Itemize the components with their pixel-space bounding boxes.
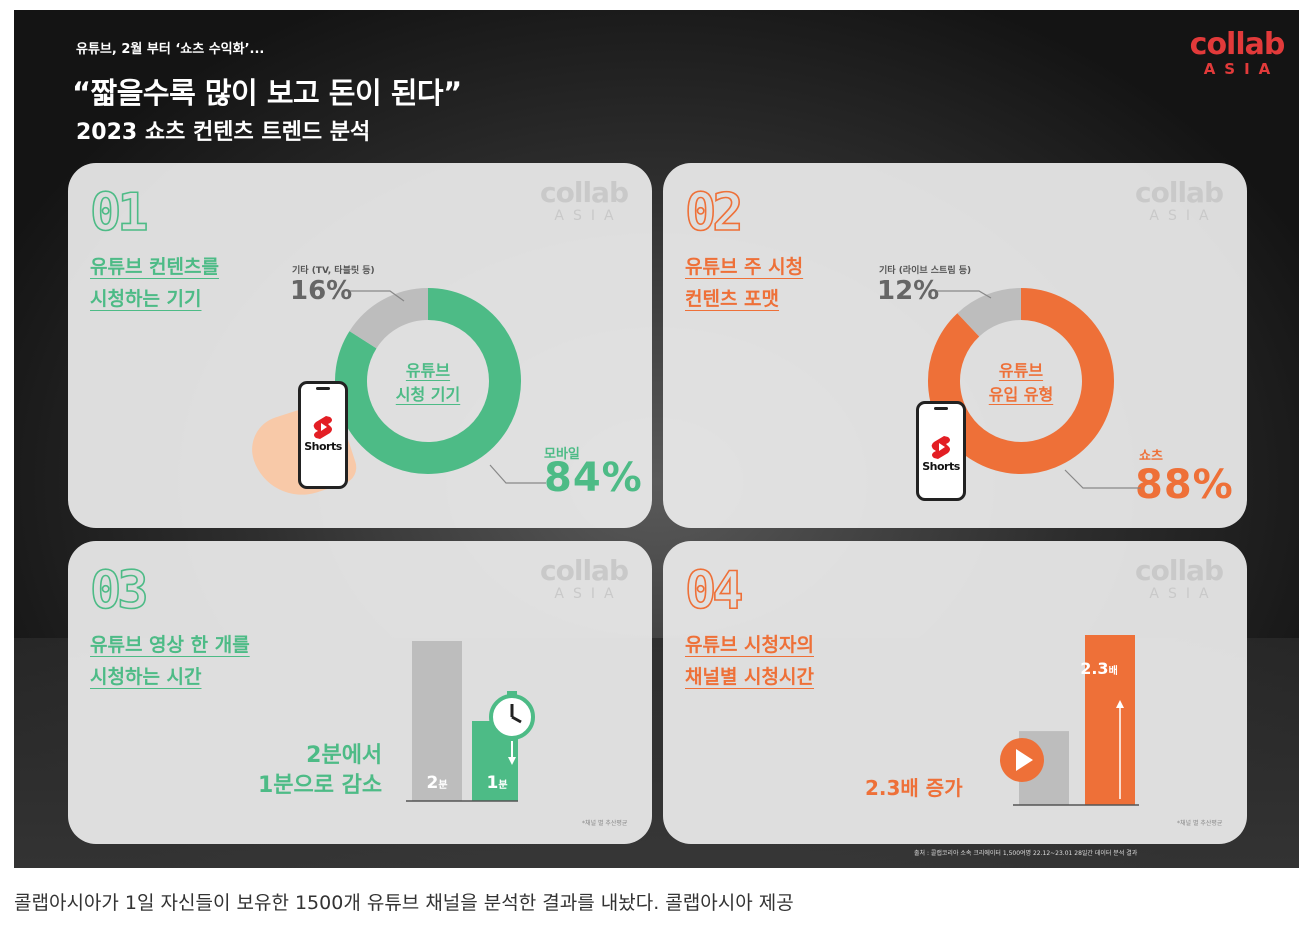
other-label: 기타 (TV, 타블릿 등) [292, 266, 375, 276]
panel-number: 03 [89, 561, 149, 621]
bar-1 [412, 641, 462, 801]
brand-logo-line2: ASIA [1203, 60, 1280, 78]
panel-title-line1: 유튜브 시청자의 [685, 634, 814, 656]
main-label: 쇼츠 [1139, 449, 1163, 464]
brand-logo: collab ASIA [1187, 27, 1287, 79]
up-arrow-icon [1116, 700, 1124, 799]
main-percent: 88% [1135, 462, 1234, 508]
watermark-logo: collab ASIA [1129, 179, 1229, 225]
headline: “짧을수록 많이 보고 돈이 된다” [72, 76, 462, 110]
play-icon [1000, 738, 1044, 782]
other-percent: 12% [877, 276, 940, 306]
phone-illustration: Shorts [916, 401, 966, 501]
source-note: 출처 : 콜랩코리아 소속 크리에이터 1,500여명 22.12~23.01 … [914, 850, 1138, 857]
phone-shorts-text: Shorts [304, 440, 342, 453]
leader-line-other [937, 290, 992, 299]
panel-title-line2: 채널별 시청시간 [685, 666, 814, 688]
panel-02: collab ASIA 02 유튜브 주 시청 컨텐츠 포맷 유튜브 유입 유형… [663, 163, 1247, 528]
donut-slice-other [957, 288, 1022, 338]
youtube-shorts-icon [313, 416, 332, 439]
bar1-label: 2분 [412, 773, 462, 793]
bar2-label: 1분 [472, 773, 522, 793]
panel-number: 04 [684, 561, 744, 621]
watermark-line1: collab [540, 554, 629, 587]
donut-center-line2: 시청 기기 [395, 385, 461, 404]
bar1-value: 2 [426, 773, 439, 793]
bar-2 [1085, 635, 1135, 805]
other-label: 기타 (라이브 스트림 등) [879, 266, 972, 276]
watermark-logo: collab ASIA [534, 557, 634, 603]
bar2-value: 1 [486, 773, 499, 793]
footnote: *채널 별 추산평균 [582, 820, 628, 827]
subheadline: 2023 쇼츠 컨텐츠 트렌드 분석 [76, 120, 371, 145]
panel-title: 유튜브 영상 한 개를 시청하는 시간 [90, 629, 250, 693]
panel-title-line1: 유튜브 컨텐츠를 [90, 256, 219, 278]
duration-bar-chart [406, 641, 518, 802]
watermark-line2: ASIA [1149, 586, 1218, 602]
panel-title-line2: 시청하는 기기 [90, 288, 202, 310]
bar-value-label: 2.3배 [1074, 659, 1124, 678]
donut-center-line1: 유튜브 [998, 361, 1044, 380]
donut-center-line2: 유입 유형 [988, 385, 1054, 404]
bar2-unit: 분 [498, 780, 508, 791]
phone-shorts-text: Shorts [922, 460, 960, 473]
duration-annotation: 2분에서 1분으로 감소 [258, 741, 382, 801]
donut-slice-other [349, 288, 429, 349]
panel-title: 유튜브 컨텐츠를 시청하는 기기 [90, 251, 219, 315]
clock-icon [489, 691, 535, 765]
growth-annotation: 2.3배 증가 [865, 776, 963, 800]
watermark-line2: ASIA [554, 208, 623, 224]
annotation-line2: 1분으로 감소 [258, 773, 383, 798]
panel-title: 유튜브 시청자의 채널별 시청시간 [685, 629, 814, 693]
donut-center-label: 유튜브 유입 유형 [961, 359, 1081, 407]
watermark-line1: collab [1135, 554, 1224, 587]
watermark-logo: collab ASIA [534, 179, 634, 225]
bar-unit: 배 [1108, 666, 1118, 677]
kicker-text: 유튜브, 2월 부터 ‘쇼츠 수익화’... [76, 42, 265, 57]
phone-illustration: Shorts [298, 381, 348, 489]
donut-chart-devices [335, 288, 521, 474]
panel-number: 02 [684, 183, 744, 243]
panel-title-line2: 컨텐츠 포맷 [685, 288, 780, 310]
watermark-logo: collab ASIA [1129, 557, 1229, 603]
donut-center-label: 유튜브 시청 기기 [368, 359, 488, 407]
donut-slice-main [335, 288, 521, 474]
youtube-shorts-icon [931, 436, 950, 459]
panel-number: 01 [89, 183, 149, 243]
main-label: 모바일 [544, 447, 580, 462]
leader-line-main [1064, 469, 1141, 489]
panel-title-line1: 유튜브 주 시청 [685, 256, 804, 278]
panel-title: 유튜브 주 시청 컨텐츠 포맷 [685, 251, 803, 315]
phone-notch [316, 387, 330, 390]
leader-line-other [350, 290, 405, 302]
brand-logo-line1: collab [1189, 27, 1286, 62]
donut-slice-main [928, 288, 1114, 474]
donut-center-line1: 유튜브 [405, 361, 451, 380]
infographic-poster: 유튜브, 2월 부터 ‘쇼츠 수익화’... “짧을수록 많이 보고 돈이 된다… [14, 10, 1299, 868]
bar-value: 2.3 [1080, 659, 1109, 678]
panel-04: collab ASIA 04 유튜브 시청자의 채널별 시청시간 2.3배 증가… [663, 541, 1247, 844]
panel-title-line1: 유튜브 영상 한 개를 [90, 634, 250, 656]
panel-03: collab ASIA 03 유튜브 영상 한 개를 시청하는 시간 2분에서 … [68, 541, 652, 844]
donut-chart-format [928, 288, 1114, 474]
annotation-line1: 2분에서 [306, 743, 383, 768]
panel-title-line2: 시청하는 시간 [90, 666, 202, 688]
leader-line-main [489, 464, 546, 484]
watermark-line2: ASIA [554, 586, 623, 602]
other-percent: 16% [290, 276, 353, 306]
bar1-unit: 분 [438, 780, 448, 791]
main-percent: 84% [544, 455, 643, 501]
panel-01: collab ASIA 01 유튜브 컨텐츠를 시청하는 기기 유튜브 시청 기… [68, 163, 652, 528]
photo-caption: 콜랩아시아가 1일 자신들이 보유한 1500개 유튜브 채널을 분석한 결과를… [14, 892, 794, 914]
watermark-line1: collab [1135, 176, 1224, 209]
footnote: *채널 별 추산평균 [1177, 820, 1223, 827]
watermark-line2: ASIA [1149, 208, 1218, 224]
phone-notch [934, 407, 948, 410]
watermark-line1: collab [540, 176, 629, 209]
